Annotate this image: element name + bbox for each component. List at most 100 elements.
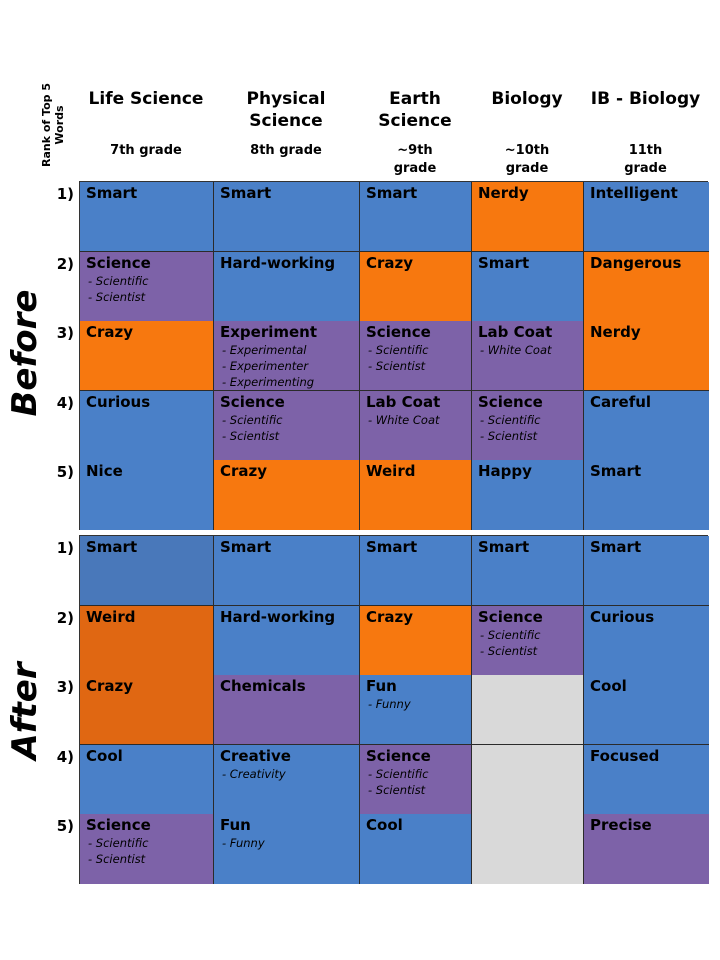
variant-label: - Scientific xyxy=(88,273,149,288)
word-cell: Science - Scientific - Scientist xyxy=(472,390,584,461)
variant-label: - Scientific xyxy=(480,627,541,642)
word-cell: Crazy xyxy=(360,251,472,322)
word-cell: Dangerous xyxy=(584,251,709,322)
word-label: Science xyxy=(478,607,543,626)
rank-label: 2) xyxy=(56,608,74,627)
word-cell: Nerdy xyxy=(472,182,584,253)
rank-label: 1) xyxy=(56,185,74,203)
word-label: Creative xyxy=(220,746,291,765)
variant-label: - Experimenting xyxy=(222,375,315,390)
rank-label: 5) xyxy=(56,463,74,482)
rank-label: 3) xyxy=(56,324,74,343)
word-label: Nerdy xyxy=(478,184,529,202)
variant-label: - Scientist xyxy=(368,359,426,374)
word-label: Happy xyxy=(478,462,532,481)
word-cell: Science - Scientific - Scientist xyxy=(360,321,472,392)
word-cell: Crazy xyxy=(80,675,214,746)
word-label: Smart xyxy=(86,184,138,202)
variant-label: - White Coat xyxy=(480,343,552,358)
column-header-5: IB - Biology xyxy=(590,89,701,109)
word-label: Careful xyxy=(590,392,652,411)
word-label: Smart xyxy=(86,538,138,556)
variant-label: - Scientist xyxy=(88,289,146,304)
word-cell: Cool xyxy=(80,744,214,815)
word-label: Focused xyxy=(590,746,660,765)
word-label: Crazy xyxy=(366,607,414,626)
column-header-3: Earth Science xyxy=(378,89,452,131)
word-label: Curious xyxy=(86,392,151,411)
word-cell: Curious xyxy=(584,605,709,676)
word-cell: Lab Coat - White Coat xyxy=(360,390,472,461)
word-label: Weird xyxy=(366,462,416,481)
word-label: Hard-working xyxy=(220,607,336,626)
word-cell: Curious xyxy=(80,390,214,461)
word-label: Weird xyxy=(86,607,136,626)
word-label: Smart xyxy=(590,538,642,556)
word-label: Nice xyxy=(86,462,123,481)
word-cell: Smart xyxy=(80,536,214,607)
word-cell: Smart xyxy=(214,182,360,253)
word-cell: Nerdy xyxy=(584,321,709,392)
word-cell: Crazy xyxy=(80,321,214,392)
word-cell: Fun - Funny xyxy=(214,814,360,885)
word-label: Fun xyxy=(220,816,251,835)
variant-label: - Scientific xyxy=(480,412,541,427)
column-header-4: Biology xyxy=(491,89,563,109)
word-label: Crazy xyxy=(86,323,134,342)
word-cell: Smart xyxy=(472,251,584,322)
word-cell: Cool xyxy=(584,675,709,746)
rank-axis-title: Rank of Top 5 Words xyxy=(40,83,66,167)
word-cell xyxy=(472,744,584,815)
grade-label-5: 11th grade xyxy=(624,143,667,176)
word-label: Cool xyxy=(366,816,403,835)
word-cell xyxy=(472,814,584,885)
variant-label: - Funny xyxy=(222,836,265,851)
section-label-before: Before xyxy=(5,289,45,417)
word-cell: Intelligent xyxy=(584,182,709,253)
column-header-1: Life Science xyxy=(88,89,204,109)
word-label: Smart xyxy=(220,184,272,202)
grade-label-4: ~10th grade xyxy=(504,143,550,176)
word-label: Science xyxy=(478,392,543,411)
word-label: Chemicals xyxy=(220,677,306,696)
word-label: Science xyxy=(86,253,151,272)
word-cell: Smart xyxy=(472,536,584,607)
word-label: Smart xyxy=(590,462,642,481)
word-cell: Experiment - Experimental - Experimenter - … xyxy=(214,321,360,392)
word-cell: Crazy xyxy=(214,460,360,531)
word-label: Curious xyxy=(590,607,655,626)
word-label: Smart xyxy=(366,538,418,556)
word-cell: Happy xyxy=(472,460,584,531)
word-cell: Weird xyxy=(360,460,472,531)
word-cell: Lab Coat - White Coat xyxy=(472,321,584,392)
word-label: Smart xyxy=(220,538,272,556)
word-label: Intelligent xyxy=(590,184,678,202)
rank-label: 1) xyxy=(56,539,74,557)
variant-label: - Funny xyxy=(368,697,411,712)
rank-label: 2) xyxy=(56,254,74,273)
word-cell: Focused xyxy=(584,744,709,815)
word-cell: Nice xyxy=(80,460,214,531)
word-cell: Crazy xyxy=(360,605,472,676)
section-grid-before: Smart Smart Smart Nerdy Intelligent Science - … xyxy=(79,181,709,531)
word-cell: Smart xyxy=(360,182,472,253)
word-cell: Smart xyxy=(214,536,360,607)
word-label: Science xyxy=(86,816,151,835)
word-label: Crazy xyxy=(220,462,268,481)
variant-label: - Scientist xyxy=(222,428,280,443)
section-label-after: After xyxy=(5,662,45,760)
word-cell: Science - Scientific - Scientist xyxy=(80,814,214,885)
word-label: Cool xyxy=(590,677,627,696)
word-label: Crazy xyxy=(366,253,414,272)
variant-label: - Experimental xyxy=(222,343,307,358)
rank-label: 4) xyxy=(56,747,74,766)
word-cell: Fun - Funny xyxy=(360,675,472,746)
rank-label: 5) xyxy=(56,817,74,836)
variant-label: - Scientist xyxy=(480,428,538,443)
word-cell: Science - Scientific - Scientist xyxy=(360,744,472,815)
word-label: Lab Coat xyxy=(478,323,553,342)
word-cell: Smart xyxy=(360,536,472,607)
word-cell: Creative - Creativity xyxy=(214,744,360,815)
word-cell: Smart xyxy=(584,536,709,607)
word-label: Hard-working xyxy=(220,253,336,272)
